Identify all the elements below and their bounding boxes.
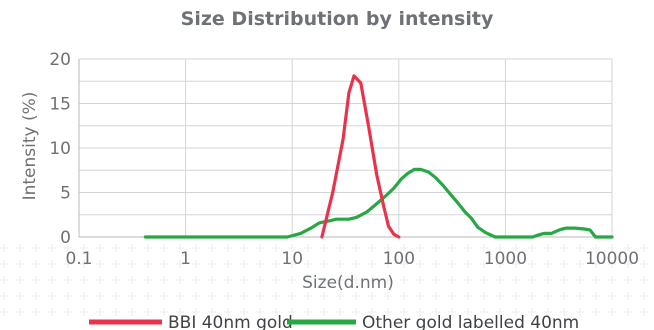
x-tick-label: 1000	[484, 249, 527, 269]
grid	[79, 58, 613, 237]
legend-label-bbi-40nm-gold: BBI 40nm gold	[168, 313, 293, 330]
x-tick-labels: 0.1 1 10 100 1000 10000	[65, 249, 639, 269]
x-axis-label: Size(d.nm)	[302, 273, 394, 293]
series-line-other-gold	[143, 167, 614, 239]
y-tick-label: 5	[60, 184, 71, 204]
y-tick-label: 0	[60, 228, 71, 248]
y-tick-labels: 0 5 10 15 20	[49, 50, 71, 248]
y-axis-label: Intensity (%)	[20, 92, 40, 201]
y-tick-label: 15	[49, 95, 71, 115]
series-layer	[143, 74, 614, 239]
legend: BBI 40nm gold Other gold labelled 40nm	[89, 313, 579, 330]
y-tick-label: 20	[49, 50, 71, 70]
x-tick-label: 1	[180, 249, 191, 269]
chart-title: Size Distribution by intensity	[181, 8, 494, 30]
x-tick-label: 0.1	[65, 249, 92, 269]
legend-label-other-gold: Other gold labelled 40nm	[362, 313, 579, 330]
x-tick-label: 10000	[585, 249, 639, 269]
background-pattern	[0, 244, 648, 316]
y-tick-label: 10	[49, 139, 71, 159]
series-line-bbi-40nm-gold	[320, 74, 401, 239]
x-tick-label: 10	[281, 249, 303, 269]
x-tick-label: 100	[383, 249, 415, 269]
